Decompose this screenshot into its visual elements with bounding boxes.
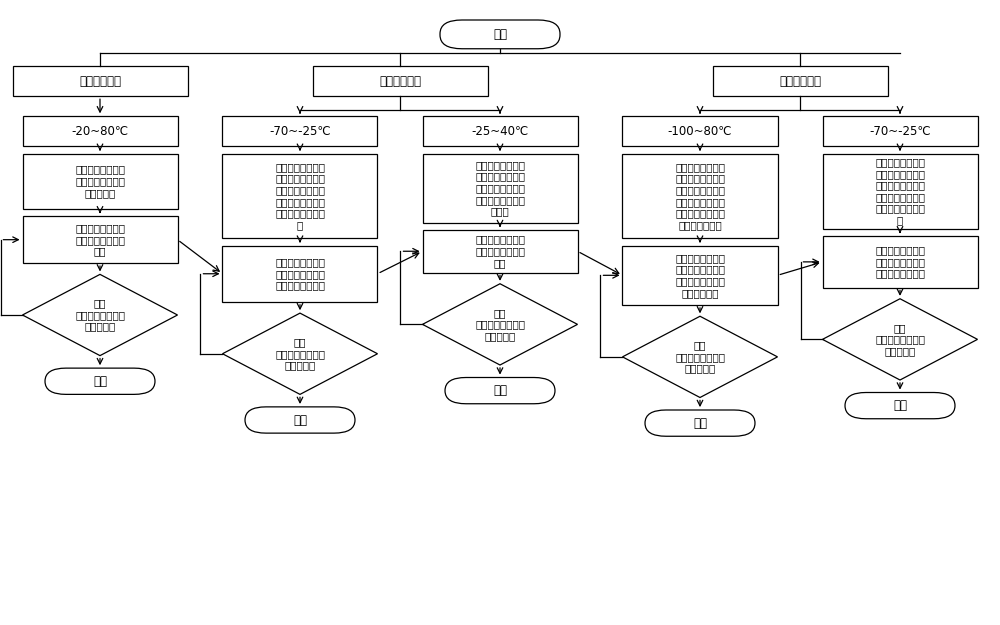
- FancyBboxPatch shape: [23, 154, 178, 209]
- FancyBboxPatch shape: [622, 246, 778, 305]
- Text: 结束: 结束: [693, 417, 707, 429]
- Text: 开启第一压缩机和
第一泵体，输入第
一设定温度: 开启第一压缩机和 第一泵体，输入第 一设定温度: [75, 164, 125, 198]
- FancyBboxPatch shape: [312, 66, 488, 96]
- Polygon shape: [422, 284, 578, 365]
- Text: 低温负载通道: 低温负载通道: [779, 75, 821, 88]
- Polygon shape: [222, 313, 378, 394]
- FancyBboxPatch shape: [622, 154, 778, 238]
- FancyBboxPatch shape: [422, 230, 578, 272]
- Text: 调节第一压缩机和
第二压缩机的频率
及第三阀体的开度: 调节第一压缩机和 第二压缩机的频率 及第三阀体的开度: [275, 257, 325, 291]
- Text: 结束: 结束: [893, 399, 907, 412]
- Text: -70~-25℃: -70~-25℃: [269, 125, 331, 138]
- FancyBboxPatch shape: [13, 66, 188, 96]
- Text: -25~40℃: -25~40℃: [471, 125, 529, 138]
- Text: 调节第一压缩机的
频率及第一阀体的
开度: 调节第一压缩机的 频率及第一阀体的 开度: [75, 223, 125, 256]
- FancyBboxPatch shape: [23, 116, 178, 146]
- Polygon shape: [822, 299, 978, 380]
- Text: 开启第二阀体，关
闭第三阀体，开启
第一压缩机和第二
泵体，输入第三设
定温度: 开启第二阀体，关 闭第三阀体，开启 第一压缩机和第二 泵体，输入第三设 定温度: [475, 160, 525, 216]
- Text: 第三
水箱的温度达到第
三设定温度: 第三 水箱的温度达到第 三设定温度: [875, 322, 925, 356]
- FancyBboxPatch shape: [622, 116, 778, 146]
- FancyBboxPatch shape: [45, 368, 155, 394]
- Text: 结束: 结束: [493, 384, 507, 397]
- FancyBboxPatch shape: [23, 216, 178, 263]
- Text: 第三
水箱的温度达到第
三设定温度: 第三 水箱的温度达到第 三设定温度: [675, 340, 725, 374]
- FancyBboxPatch shape: [445, 378, 555, 404]
- FancyBboxPatch shape: [245, 407, 355, 433]
- Text: -100~80℃: -100~80℃: [668, 125, 732, 138]
- Text: 结束: 结束: [93, 375, 107, 388]
- FancyBboxPatch shape: [645, 410, 755, 436]
- Text: 结束: 结束: [293, 414, 307, 426]
- Text: 第二
水箱的温度达到第
二设定温度: 第二 水箱的温度达到第 二设定温度: [475, 308, 525, 341]
- Text: 开启第四阀体，关
闭第五阀体，开启
第一压缩机、第二
压缩机和第三泵体
，输入第五设定温
度: 开启第四阀体，关 闭第五阀体，开启 第一压缩机、第二 压缩机和第三泵体 ，输入第…: [875, 158, 925, 225]
- Polygon shape: [23, 274, 178, 356]
- FancyBboxPatch shape: [822, 154, 978, 229]
- Text: 开启第三阀体，关
闭第二阀体，开启
第一压缩机、第二
压缩机和第二泵体
，输入第二设定温
度: 开启第三阀体，关 闭第二阀体，开启 第一压缩机、第二 压缩机和第二泵体 ，输入第…: [275, 162, 325, 230]
- FancyBboxPatch shape: [422, 116, 578, 146]
- Text: 开启第五阀体，关
闭第四阀体，开启
第一压缩机、第二
压缩机、第三压缩
机和第三泵体，输
入第四设定温度: 开启第五阀体，关 闭第四阀体，开启 第一压缩机、第二 压缩机、第三压缩 机和第三…: [675, 162, 725, 230]
- Text: -70~-25℃: -70~-25℃: [869, 125, 931, 138]
- Text: 调节第一压缩机、
第二压缩机和第三
压缩机的频率及第
五阀体的开度: 调节第一压缩机、 第二压缩机和第三 压缩机的频率及第 五阀体的开度: [675, 253, 725, 298]
- FancyBboxPatch shape: [822, 236, 978, 288]
- Text: 开始: 开始: [493, 28, 507, 41]
- Text: 高温负载通道: 高温负载通道: [79, 75, 121, 88]
- Text: 第二
水箱的温度达到第
二设定温度: 第二 水箱的温度达到第 二设定温度: [275, 337, 325, 371]
- Text: 调节第一压缩机的
频率及第二阀体的
开度: 调节第一压缩机的 频率及第二阀体的 开度: [475, 234, 525, 268]
- FancyBboxPatch shape: [440, 20, 560, 49]
- Text: 中温负载通道: 中温负载通道: [379, 75, 421, 88]
- FancyBboxPatch shape: [222, 116, 377, 146]
- FancyBboxPatch shape: [822, 116, 978, 146]
- FancyBboxPatch shape: [422, 154, 578, 222]
- Text: 第一
水箱的温度达到第
一设定温度: 第一 水箱的温度达到第 一设定温度: [75, 298, 125, 332]
- Text: 调节第一压缩机和
第二压缩机的频率
及第四阀体的开度: 调节第一压缩机和 第二压缩机的频率 及第四阀体的开度: [875, 245, 925, 279]
- FancyBboxPatch shape: [712, 66, 888, 96]
- FancyBboxPatch shape: [845, 392, 955, 419]
- FancyBboxPatch shape: [222, 154, 377, 238]
- Polygon shape: [622, 316, 778, 398]
- Text: -20~80℃: -20~80℃: [71, 125, 129, 138]
- FancyBboxPatch shape: [222, 246, 377, 302]
